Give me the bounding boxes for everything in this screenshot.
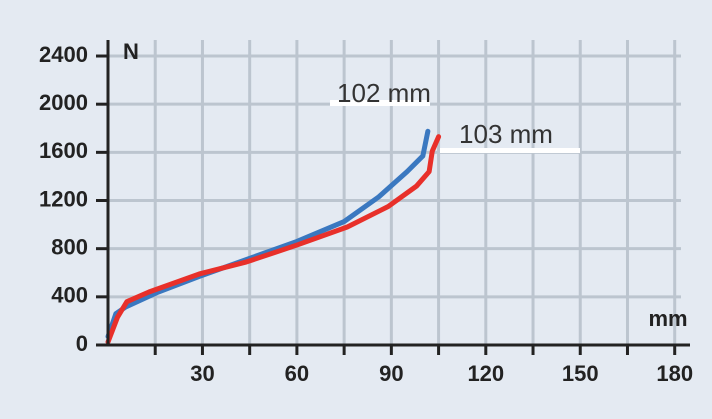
x-tick-label: 120 (467, 361, 504, 386)
y-tick-label: 2000 (39, 90, 88, 115)
annotation-bar (440, 148, 580, 153)
series-line (105, 134, 442, 345)
y-tick-label: 1200 (39, 186, 88, 211)
series-label: 103 mm (459, 119, 553, 149)
x-tick-label: 150 (562, 361, 599, 386)
y-axis-label: N (123, 39, 139, 64)
y-tick-label: 0 (76, 331, 88, 356)
x-tick-label: 60 (285, 361, 309, 386)
series-label: 102 mm (337, 78, 431, 108)
x-tick-label: 90 (379, 361, 403, 386)
y-tick-label: 400 (51, 283, 88, 308)
x-tick-label: 30 (190, 361, 214, 386)
y-tick-label: 800 (51, 234, 88, 259)
y-tick-label: 1600 (39, 138, 88, 163)
y-tick-label: 2400 (39, 42, 88, 67)
x-tick-label: 180 (656, 361, 693, 386)
annotation-bar (330, 100, 430, 106)
x-axis-label: mm (648, 306, 687, 331)
